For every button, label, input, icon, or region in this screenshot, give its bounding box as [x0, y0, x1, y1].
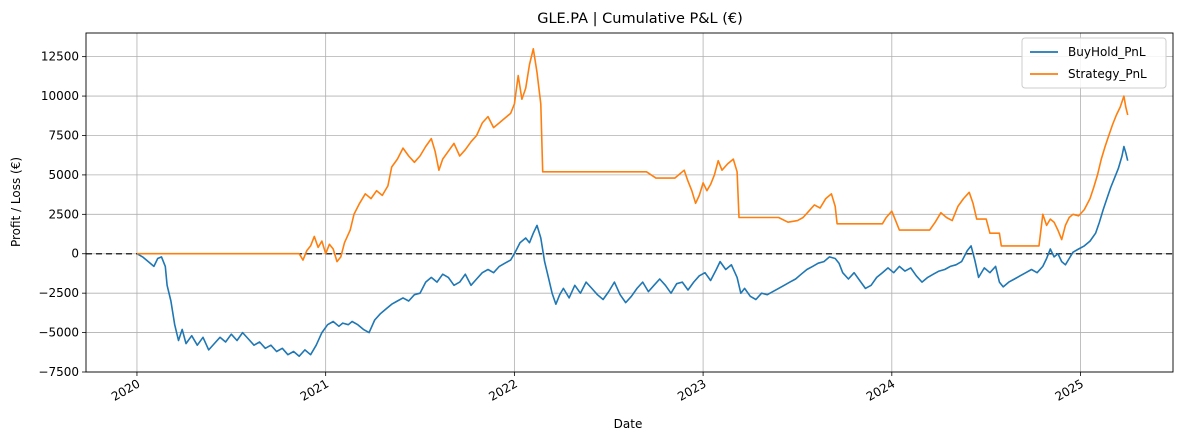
y-tick-label: −5000 — [38, 326, 79, 340]
plot-frame — [85, 32, 1174, 373]
series-line-buyhold-pnl — [136, 145, 1129, 357]
y-axis-title: Profit / Loss (€) — [9, 157, 23, 247]
chart-title: GLE.PA | Cumulative P&L (€) — [537, 11, 743, 27]
y-tick-label: 10000 — [41, 89, 79, 103]
series-line-strategy-pnl — [137, 48, 1129, 263]
y-tick-label: 0 — [71, 247, 79, 261]
y-tick-label: −2500 — [38, 286, 79, 300]
series-layer — [136, 48, 1129, 357]
y-tick-label: 7500 — [48, 128, 79, 142]
legend-box — [1021, 37, 1167, 89]
x-axis-title: Date — [614, 417, 643, 431]
y-tick-label: 12500 — [41, 50, 79, 64]
y-tick-label: −7500 — [38, 365, 79, 379]
legend-label-strategy: Strategy_PnL — [1068, 67, 1147, 81]
legend-label-buyhold: BuyHold_PnL — [1068, 45, 1146, 59]
y-tick-label: 5000 — [48, 168, 79, 182]
y-tick-label: 2500 — [48, 207, 79, 221]
y-axis-ticks: −7500 −5000 −2500 0 2500 5000 7500 10000 12500 — [38, 50, 86, 379]
legend: BuyHold_PnL Strategy_PnL — [1021, 37, 1167, 89]
